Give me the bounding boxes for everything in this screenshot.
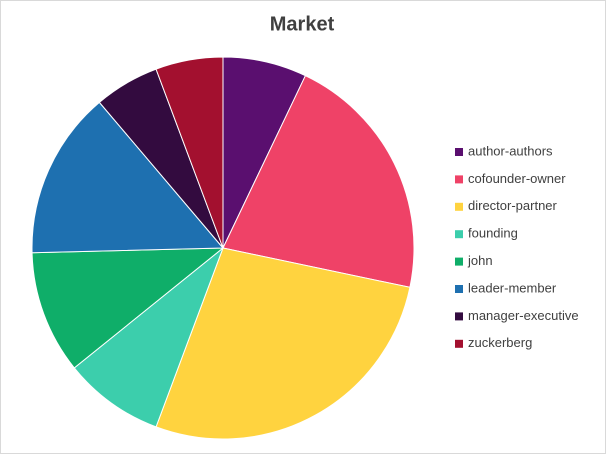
legend-label: manager-executive [468,308,579,323]
legend-swatch [455,148,463,156]
legend-label: leader-member [468,280,557,295]
pie-slice [222,75,415,288]
pie-slice [73,246,225,428]
legend-swatch [455,285,463,293]
pie-slice [155,56,224,249]
legend-label: director-partner [468,198,558,213]
legend-swatch [455,339,463,348]
legend-label: zuckerberg [468,335,532,350]
pie-slice [31,247,225,369]
legend-swatch [455,312,463,321]
legend-swatch [455,257,463,266]
legend-label: author-authors [468,143,553,158]
pie-slice [31,101,225,254]
legend-label: cofounder-owner [468,171,566,186]
legend-label: founding [468,226,518,241]
legend-swatch [455,230,463,239]
legend-swatch [455,175,463,184]
pie-slice [155,247,411,440]
legend-swatch [455,202,463,211]
legend-label: john [467,253,493,268]
chart-title: Market [270,13,335,35]
